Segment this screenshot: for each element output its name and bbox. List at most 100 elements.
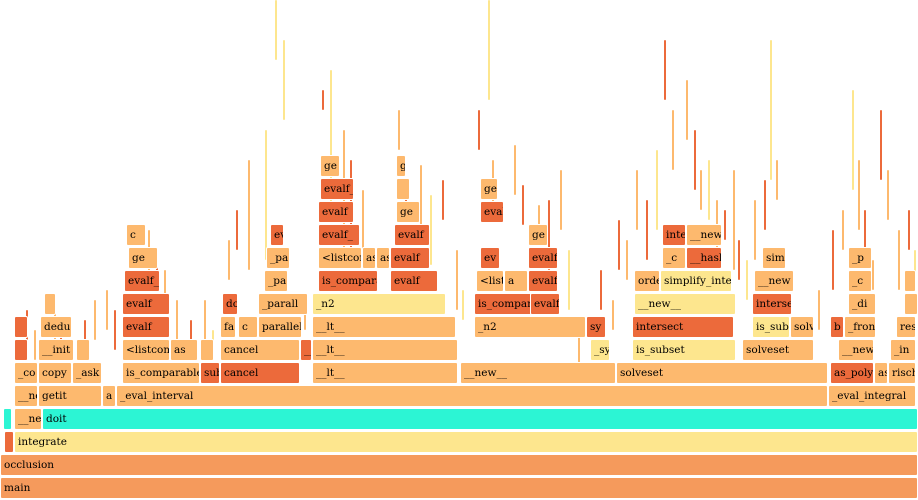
flame-frame[interactable]: <listcom [318,247,362,269]
flame-sliver[interactable] [738,240,740,280]
flame-frame[interactable]: as [362,247,376,269]
flame-frame[interactable]: __hash_ [686,247,722,269]
flame-frame[interactable]: _in [890,339,916,361]
flame-frame[interactable]: _parall [258,293,308,315]
flame-frame[interactable] [3,408,12,430]
flame-sliver[interactable] [405,180,407,220]
flame-frame[interactable]: evalf [528,270,558,292]
flame-sliver[interactable] [858,160,860,230]
flame-frame[interactable] [200,339,214,361]
flame-sliver[interactable] [770,40,772,180]
flame-sliver[interactable] [398,110,400,150]
flame-sliver[interactable] [656,150,658,230]
flame-sliver[interactable] [84,320,86,350]
flame-frame[interactable]: _ask [72,362,102,384]
flame-sliver[interactable] [176,300,178,340]
flame-frame[interactable]: fa [220,316,236,338]
flame-frame[interactable]: risch [888,362,916,384]
flame-sliver[interactable] [724,210,726,240]
flame-sliver[interactable] [514,145,516,195]
flame-frame[interactable]: evalf [122,316,170,338]
flame-frame[interactable]: _eval_integral [828,385,916,407]
flame-frame[interactable]: __init [38,339,74,361]
flame-sliver[interactable] [114,310,116,350]
flame-sliver[interactable] [478,110,480,150]
flame-frame[interactable]: a [102,385,116,407]
flame-sliver[interactable] [578,320,580,380]
flame-sliver[interactable] [420,165,422,225]
flame-frame[interactable]: ge [480,178,498,200]
flame-frame[interactable]: _pa [266,247,290,269]
flame-frame[interactable]: is_subset [632,339,736,361]
flame-sliver[interactable] [265,130,267,260]
flame-frame[interactable]: evalf [394,224,430,246]
flame-frame[interactable]: sy [586,316,606,338]
flame-sliver[interactable] [304,300,306,330]
flame-frame[interactable]: _di [848,293,876,315]
flame-frame[interactable]: evalf [390,270,438,292]
flame-frame[interactable]: __new [754,270,794,292]
flame-sliver[interactable] [672,110,674,170]
flame-frame[interactable] [44,293,56,315]
flame-sliver[interactable] [560,170,562,230]
flame-sliver[interactable] [832,230,834,290]
flame-sliver[interactable] [776,160,778,200]
flame-sliver[interactable] [600,270,602,310]
flame-frame[interactable] [14,316,28,338]
flame-sliver[interactable] [618,220,620,270]
flame-frame[interactable]: evalf_ [124,270,160,292]
flame-sliver[interactable] [872,260,874,290]
flame-frame[interactable]: integrate [14,431,918,453]
flame-sliver[interactable] [522,185,524,225]
flame-frame[interactable]: as [376,247,390,269]
flame-sliver[interactable] [548,200,550,270]
flame-sliver[interactable] [330,70,332,220]
flame-sliver[interactable] [204,300,206,340]
flame-sliver[interactable] [283,40,285,120]
flame-frame[interactable]: _c [848,270,872,292]
flame-frame[interactable] [904,270,916,292]
flame-sliver[interactable] [880,110,882,180]
flame-sliver[interactable] [636,170,638,230]
flame-sliver[interactable] [34,330,36,360]
flame-frame[interactable]: cancel [220,362,300,384]
flame-sliver[interactable] [887,170,889,220]
flame-frame[interactable] [4,431,14,453]
flame-sliver[interactable] [430,195,432,265]
flame-frame[interactable]: main [0,477,918,499]
flame-frame[interactable]: __lt__ [312,362,458,384]
flame-sliver[interactable] [248,160,250,270]
flame-frame[interactable]: evalf_ [318,224,360,246]
flame-frame[interactable]: _eval_interval [116,385,828,407]
flame-frame[interactable]: ge [128,247,158,269]
flame-sliver[interactable] [700,170,702,210]
flame-frame[interactable]: as [874,362,888,384]
flame-frame[interactable] [14,339,28,361]
flame-sliver[interactable] [626,240,628,280]
flame-frame[interactable]: solveset [742,339,814,361]
flame-sliver[interactable] [94,300,96,340]
flame-frame[interactable]: a [504,270,528,292]
flame-frame[interactable]: c [238,316,258,338]
flame-frame[interactable]: is_sub [752,316,790,338]
flame-frame[interactable]: _fron [844,316,876,338]
flame-sliver[interactable] [646,200,648,260]
flame-sliver[interactable] [228,240,230,280]
flame-sliver[interactable] [612,300,614,330]
flame-frame[interactable]: ge [320,155,340,177]
flame-frame[interactable]: getit [38,385,102,407]
flame-frame[interactable]: _n2 [474,316,586,338]
flame-frame[interactable]: evalf [318,201,354,223]
flame-frame[interactable]: b [830,316,844,338]
flame-frame[interactable]: __new [686,224,722,246]
flame-sliver[interactable] [864,210,866,250]
flame-frame[interactable]: is_compar [474,293,532,315]
flame-sliver[interactable] [190,320,192,350]
flame-frame[interactable]: orde [634,270,660,292]
flame-frame[interactable]: parallel [258,316,302,338]
flame-sliver[interactable] [362,190,364,250]
flame-sliver[interactable] [664,40,666,100]
flame-frame[interactable]: ge [396,201,420,223]
flame-sliver[interactable] [164,270,166,310]
flame-sliver[interactable] [754,200,756,260]
